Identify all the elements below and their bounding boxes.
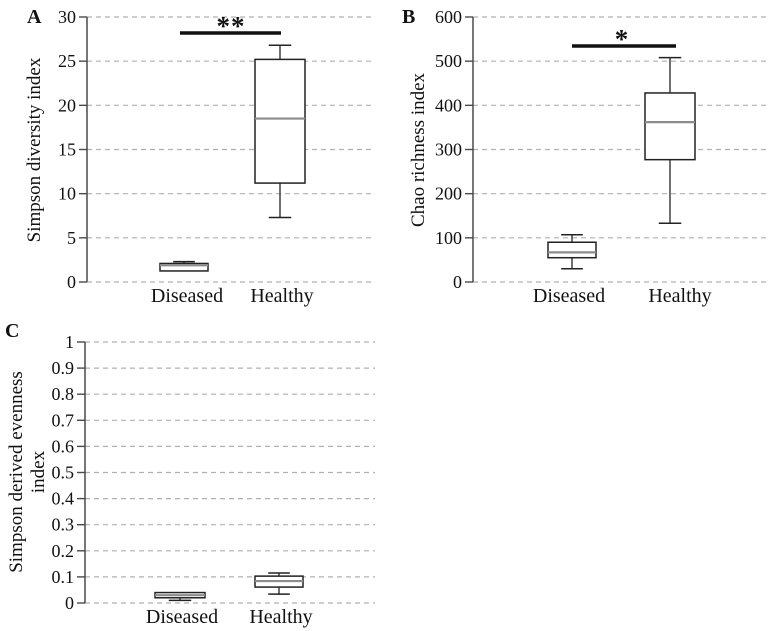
panel-letter-b: B [402, 6, 416, 28]
y-tick-label: 0.4 [52, 489, 75, 509]
x-tick-label-c-diseased: Diseased [145, 606, 219, 628]
y-tick-label: 30 [58, 7, 76, 27]
box [254, 58, 306, 184]
y-tick-label: 300 [435, 140, 462, 160]
y-tick-label: 10 [58, 184, 76, 204]
x-tick-label-a-diseased: Diseased [150, 285, 224, 307]
y-axis-label-line-1: Simpson derived evenness [6, 371, 27, 573]
y-tick-label: 0.6 [52, 436, 75, 456]
y-tick-label: 0.5 [52, 463, 75, 483]
y-tick-label: 600 [435, 7, 462, 27]
y-tick-label: 1 [65, 332, 74, 352]
box [547, 241, 597, 259]
y-tick-label: 400 [435, 95, 462, 115]
y-tick-label: 0 [453, 272, 462, 292]
y-tick-label: 0.7 [52, 410, 75, 430]
box [644, 92, 696, 161]
y-tick-label: 500 [435, 51, 462, 71]
y-tick-label: 0.2 [52, 541, 75, 561]
x-tick-label-b-diseased: Diseased [532, 285, 606, 307]
box [159, 262, 209, 272]
y-tick-label: 15 [58, 140, 76, 160]
x-tick-label-a-healthy: Healthy [250, 285, 314, 307]
x-tick-label-c-healthy: Healthy [249, 606, 313, 628]
significance-stars-a: ** [216, 11, 246, 41]
y-tick-label: 25 [58, 51, 76, 71]
y-axis-label-simpson-evenness: Simpson derived evenness index [6, 371, 50, 573]
y-tick-label: 0 [67, 272, 76, 292]
y-tick-label: 20 [58, 95, 76, 115]
y-tick-label: 0.8 [52, 384, 75, 404]
y-tick-label: 0.9 [52, 358, 75, 378]
x-tick-label-b-healthy: Healthy [648, 285, 712, 307]
y-tick-label: 100 [435, 228, 462, 248]
y-tick-label: 5 [67, 228, 76, 248]
significance-star-b: * [614, 24, 630, 54]
y-tick-label: 0.3 [52, 515, 75, 535]
y-tick-label: 0.1 [52, 567, 75, 587]
y-axis-label-chao-richness: Chao richness index [408, 72, 429, 228]
y-tick-label: 200 [435, 184, 462, 204]
y-axis-label-simpson-diversity: Simpson diversity index [24, 57, 45, 243]
y-axis-label-line-2: index [28, 450, 49, 494]
y-tick-label: 0 [65, 593, 74, 613]
panel-letter-c: C [5, 320, 20, 342]
panel-letter-a: A [27, 6, 42, 28]
